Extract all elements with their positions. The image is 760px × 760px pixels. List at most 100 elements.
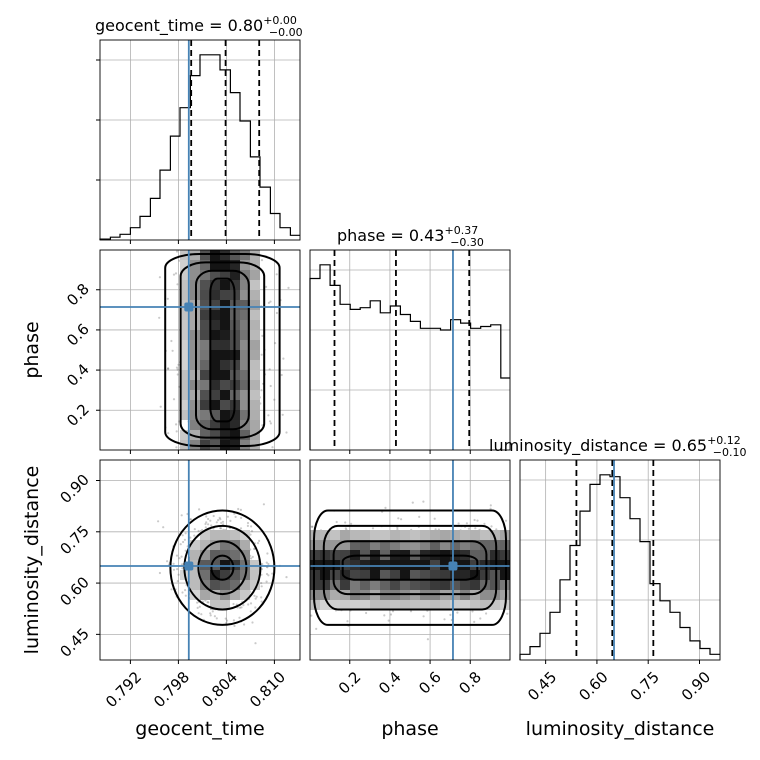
density-cell [210, 290, 220, 300]
sample-point [226, 515, 229, 518]
sample-point [506, 612, 509, 615]
density-cell [450, 540, 460, 550]
density-cell [220, 370, 230, 380]
tick-label-x: 0.792 [102, 668, 145, 711]
sample-point [489, 504, 492, 507]
tick-label-y: 0.6 [63, 320, 93, 350]
sample-point [246, 521, 250, 525]
density-cell [250, 410, 260, 420]
sample-point [365, 611, 368, 615]
density-cell [220, 340, 230, 350]
density-cell [190, 570, 200, 580]
sample-point [213, 615, 216, 618]
tick-label-x: 0.2 [335, 668, 365, 698]
density-cell [420, 530, 430, 540]
density-cell [250, 390, 260, 400]
density-cell [220, 280, 230, 290]
density-cell [220, 350, 230, 360]
sample-point [265, 572, 269, 576]
density-cell [350, 600, 360, 610]
tick-label-x: 0.6 [415, 668, 445, 698]
density-cell [400, 570, 410, 580]
density-cell [360, 560, 370, 570]
sample-point [485, 612, 488, 615]
density-cell [180, 410, 190, 420]
sample-point [384, 506, 387, 509]
sample-point [242, 604, 245, 607]
tick-label-x: 0.90 [678, 668, 714, 704]
sample-point [175, 250, 179, 253]
density-cell [240, 310, 250, 320]
density-cell [490, 560, 500, 570]
density-cell [390, 560, 400, 570]
sample-point [209, 612, 212, 615]
density-cell [390, 540, 400, 550]
density-cell [220, 390, 230, 400]
sample-point [176, 580, 179, 583]
density-cell [220, 420, 230, 430]
density-cell [200, 560, 210, 570]
density-cell [430, 540, 440, 550]
density-cell [200, 340, 210, 350]
sample-point [344, 527, 347, 530]
sample-point [267, 574, 270, 577]
sample-point [180, 555, 183, 558]
density-cell [350, 570, 360, 580]
density-cell [320, 530, 330, 540]
density-cell [210, 600, 220, 610]
sample-point [273, 398, 276, 401]
sample-point [251, 555, 254, 559]
ylabel-luminosity_distance: luminosity_distance [21, 466, 43, 655]
density-cell [470, 540, 480, 550]
density-cell [210, 260, 220, 270]
sample-point [175, 430, 178, 433]
density-cell [410, 560, 420, 570]
density-cell [340, 540, 350, 550]
density-cell [470, 580, 480, 590]
density-cell [490, 600, 500, 610]
density-cell [320, 560, 330, 570]
density-cell [230, 580, 240, 590]
sample-point [180, 514, 183, 517]
density-cell [220, 600, 230, 610]
scatter-luminosity_distance-vs-geocent_time [157, 503, 288, 645]
sample-point [229, 519, 232, 523]
density-cell [220, 410, 230, 420]
density-cell [240, 400, 250, 410]
tick-label-x: 0.60 [575, 668, 611, 704]
sample-point [260, 353, 263, 356]
density-cell [190, 560, 200, 570]
sample-point [249, 610, 252, 613]
sample-point [265, 285, 268, 288]
density-cell [400, 580, 410, 590]
sample-point [239, 508, 242, 511]
density-cell [370, 560, 380, 570]
sample-point [254, 597, 257, 600]
sample-point [269, 384, 272, 388]
sample-point [175, 423, 178, 426]
density-cell [250, 330, 260, 340]
sample-point [184, 532, 187, 535]
ylabel-phase: phase [21, 321, 43, 378]
density-cell [230, 420, 240, 430]
sample-point [158, 316, 161, 319]
density-cell [440, 570, 450, 580]
title-name: geocent_time [95, 16, 204, 36]
density-cell [240, 580, 250, 590]
density-cell [210, 370, 220, 380]
density-cell [240, 370, 250, 380]
density-cell [450, 580, 460, 590]
sample-point [158, 276, 161, 279]
tick-marks [96, 59, 700, 664]
density-cell [320, 580, 330, 590]
density-cell [240, 410, 250, 420]
sample-point [189, 536, 192, 539]
density-cell [370, 600, 380, 610]
density-cell [240, 320, 250, 330]
density-cell [440, 530, 450, 540]
density-cell [180, 270, 190, 280]
density-cell [490, 530, 500, 540]
density-cell [360, 570, 370, 580]
density-cell [220, 570, 230, 580]
density-cell [240, 360, 250, 370]
